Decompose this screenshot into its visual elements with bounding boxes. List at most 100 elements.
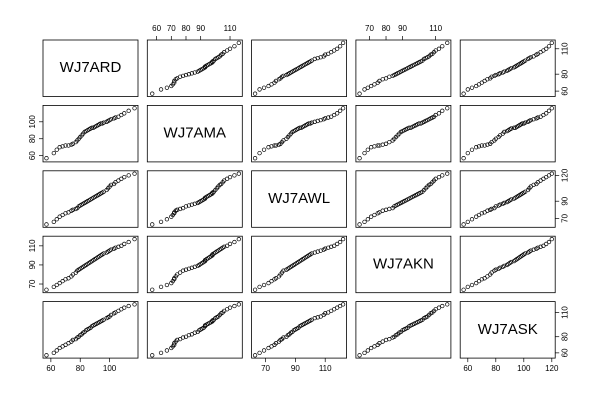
point [224, 243, 230, 248]
point [497, 265, 503, 270]
point [309, 120, 314, 125]
point [315, 55, 320, 61]
point [334, 241, 340, 247]
panel [251, 170, 348, 228]
point [544, 241, 549, 247]
point [177, 74, 183, 79]
point [329, 244, 334, 249]
point [436, 46, 442, 51]
point [368, 214, 374, 219]
point [44, 353, 49, 358]
point [433, 48, 438, 53]
point [469, 85, 475, 90]
point [433, 176, 438, 181]
point [44, 156, 49, 161]
point [227, 305, 233, 310]
point [549, 237, 554, 242]
panel [146, 301, 243, 359]
point [281, 73, 286, 79]
point [180, 268, 186, 273]
point [232, 303, 237, 309]
point [126, 108, 131, 113]
point [272, 143, 277, 148]
point [158, 87, 164, 92]
point [60, 144, 65, 149]
point [485, 208, 490, 213]
point [461, 156, 466, 161]
point [236, 171, 241, 176]
point [312, 56, 317, 62]
panel [355, 105, 452, 163]
x-tick-label: 60 [46, 364, 55, 373]
point [180, 73, 186, 79]
point [261, 348, 267, 353]
point [318, 55, 323, 60]
point [497, 202, 503, 207]
point [257, 284, 262, 290]
point [63, 211, 68, 216]
point [63, 277, 68, 282]
point [465, 284, 470, 290]
point [357, 156, 362, 161]
point [544, 46, 549, 51]
point [273, 143, 279, 148]
point [186, 332, 192, 338]
point [461, 91, 466, 96]
point [497, 71, 503, 76]
point [44, 287, 49, 292]
point [175, 272, 180, 277]
panel [146, 105, 243, 163]
panel [355, 235, 452, 294]
y-tick-label: 80 [28, 134, 37, 143]
point [273, 276, 279, 281]
point [546, 44, 552, 49]
point [158, 284, 164, 290]
point [482, 143, 487, 148]
point [70, 207, 76, 212]
point [266, 145, 271, 150]
point [485, 142, 490, 147]
point [436, 111, 442, 116]
point [186, 72, 192, 77]
point [57, 145, 62, 150]
point [227, 174, 233, 180]
point [445, 106, 450, 111]
panel [251, 235, 348, 294]
point [269, 279, 274, 284]
point [172, 80, 177, 85]
point [257, 150, 262, 156]
point [192, 201, 197, 206]
point [365, 147, 370, 152]
point [119, 243, 124, 248]
point [132, 106, 137, 111]
x-tick-label: 70 [167, 24, 176, 33]
point [227, 241, 233, 247]
y-tick-label: 110 [560, 306, 569, 319]
point [122, 241, 127, 247]
point [51, 284, 56, 290]
point [281, 335, 286, 340]
y-tick-label: 80 [560, 69, 569, 78]
panel [42, 235, 139, 294]
point [98, 121, 103, 126]
point [266, 280, 271, 286]
point [175, 207, 180, 212]
point [269, 144, 274, 149]
point [180, 335, 186, 340]
point [509, 259, 514, 265]
point [387, 336, 392, 342]
point [365, 348, 370, 353]
point [192, 264, 197, 269]
point [236, 302, 241, 307]
point [51, 150, 56, 156]
y-tick-label: 90 [28, 260, 37, 269]
point [440, 173, 445, 178]
point [51, 350, 56, 356]
point [469, 282, 475, 288]
point [489, 74, 494, 79]
y-tick-label: 120 [560, 168, 569, 182]
point [377, 78, 382, 84]
point [315, 118, 320, 124]
panel [459, 39, 556, 97]
point [261, 282, 267, 288]
